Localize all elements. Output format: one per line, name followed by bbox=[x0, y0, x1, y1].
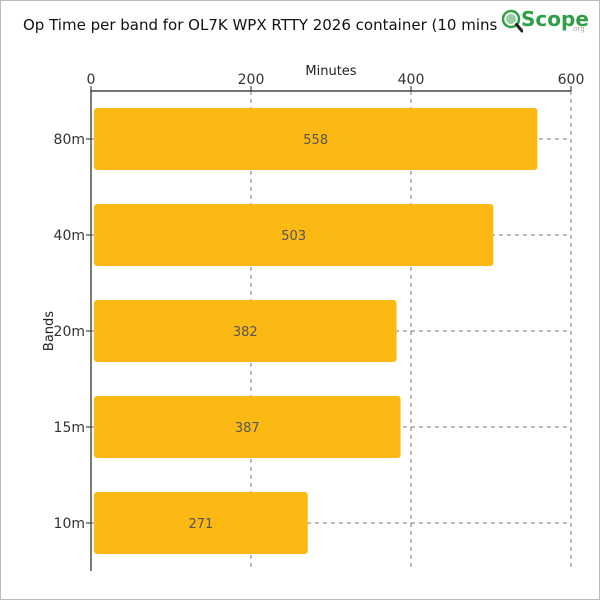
x-tick-label: 0 bbox=[87, 72, 96, 88]
bar-10m bbox=[94, 492, 308, 554]
x-tick-label: 200 bbox=[238, 72, 265, 88]
bars-layer: 558 503 382 387 271 bbox=[94, 108, 538, 554]
y-tick-label: 10m bbox=[54, 516, 85, 532]
y-tick-label: 80m bbox=[54, 132, 85, 148]
logo-sub: .org bbox=[571, 25, 585, 33]
axis-layer: 80m 40m 20m 15m 10m 0 200 400 600 bbox=[54, 72, 585, 571]
magnifier-icon bbox=[501, 9, 523, 33]
bar-value-label: 503 bbox=[281, 229, 306, 244]
qrzscope-logo: Scope .org bbox=[501, 7, 593, 37]
y-tick-label: 40m bbox=[54, 228, 85, 244]
bar-40m bbox=[94, 204, 494, 266]
y-tick-label: 20m bbox=[54, 324, 85, 340]
y-tick-label: 15m bbox=[54, 420, 85, 436]
y-axis-title: Bands bbox=[42, 311, 57, 351]
bar-80m bbox=[94, 108, 538, 170]
x-tick-label: 400 bbox=[398, 72, 425, 88]
bar-20m bbox=[94, 300, 397, 362]
chart-title: Op Time per band for OL7K WPX RTTY 2026 … bbox=[23, 16, 503, 34]
bar-15m bbox=[94, 396, 401, 458]
bar-value-label: 382 bbox=[233, 325, 258, 340]
bar-value-label: 558 bbox=[303, 133, 328, 148]
bar-value-label: 387 bbox=[235, 421, 260, 436]
logo-text: Scope bbox=[521, 7, 589, 31]
x-tick-label: 600 bbox=[558, 72, 585, 88]
x-axis-title: Minutes bbox=[305, 64, 356, 79]
bar-value-label: 271 bbox=[188, 517, 213, 532]
